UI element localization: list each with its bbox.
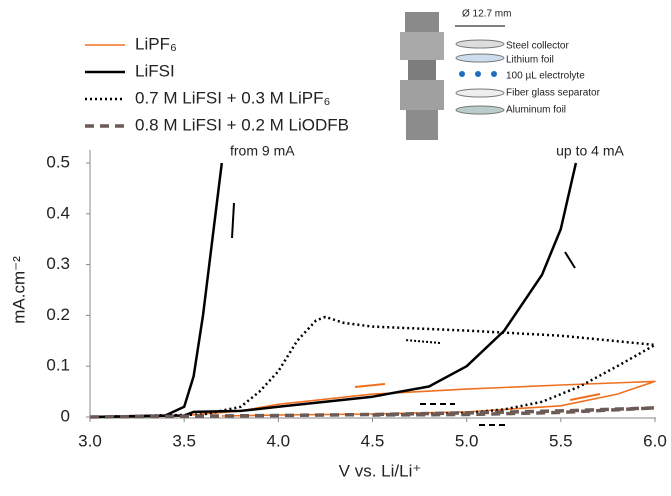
y-tick-label: 0.4 bbox=[46, 203, 70, 222]
series-line bbox=[90, 315, 656, 419]
y-tick-label: 0.3 bbox=[46, 254, 70, 273]
x-tick-label: 5.5 bbox=[549, 431, 573, 450]
cell-part bbox=[400, 32, 444, 60]
legend-label: 0.8 M LiFSI + 0.2 M LiODFB bbox=[135, 115, 349, 134]
x-tick-label: 3.0 bbox=[78, 431, 102, 450]
y-tick-label: 0.2 bbox=[46, 305, 70, 324]
y-tick-label: 0.5 bbox=[46, 152, 70, 171]
x-tick-label: 6.0 bbox=[643, 431, 667, 450]
inset-label: Fiber glass separator bbox=[506, 88, 601, 99]
inset-label: Aluminum foil bbox=[506, 105, 566, 116]
inset-label: Lithium foil bbox=[506, 55, 554, 66]
x-tick-label: 4.5 bbox=[361, 431, 385, 450]
legend-label: LiFSI bbox=[135, 61, 175, 80]
arrow bbox=[569, 393, 601, 401]
disc bbox=[455, 88, 505, 98]
plot-area bbox=[90, 162, 656, 419]
arrow bbox=[354, 383, 386, 388]
annotation: up to 4 mA bbox=[556, 143, 624, 159]
arrow bbox=[404, 339, 441, 344]
arrow bbox=[231, 202, 235, 239]
cell-inset: Ø 12.7 mm Steel collector Lithium foil 1… bbox=[400, 9, 601, 140]
y-tick-label: 0.1 bbox=[46, 356, 70, 375]
cell-part bbox=[405, 12, 439, 32]
cell-part bbox=[400, 80, 444, 110]
disc bbox=[455, 105, 505, 115]
legend-label: LiPF₆ bbox=[135, 34, 177, 53]
x-tick-label: 3.5 bbox=[172, 431, 196, 450]
x-tick-label: 4.0 bbox=[267, 431, 291, 450]
cell-part bbox=[406, 110, 438, 140]
disc bbox=[455, 53, 505, 63]
cell-part bbox=[408, 60, 436, 80]
arrow bbox=[564, 251, 576, 269]
drop bbox=[475, 71, 481, 77]
legend-label: 0.7 M LiFSI + 0.3 M LiPF₆ bbox=[135, 88, 330, 107]
y-axis-label: mA.cm⁻² bbox=[9, 256, 28, 324]
series-line bbox=[90, 406, 656, 419]
inset-label: Steel collector bbox=[506, 41, 569, 52]
annotation: from 9 mA bbox=[230, 143, 295, 159]
inset-label: 100 µL electrolyte bbox=[506, 71, 585, 82]
y-tick-label: 0 bbox=[61, 406, 70, 425]
disc bbox=[455, 39, 505, 49]
series-line bbox=[90, 162, 578, 419]
x-tick-label: 5.0 bbox=[455, 431, 479, 450]
direction-arrows bbox=[231, 202, 601, 426]
x-axis-label: V vs. Li/Li⁺ bbox=[339, 461, 422, 480]
drop bbox=[459, 71, 465, 77]
inset-label: Ø 12.7 mm bbox=[462, 9, 511, 20]
drop bbox=[491, 71, 497, 77]
